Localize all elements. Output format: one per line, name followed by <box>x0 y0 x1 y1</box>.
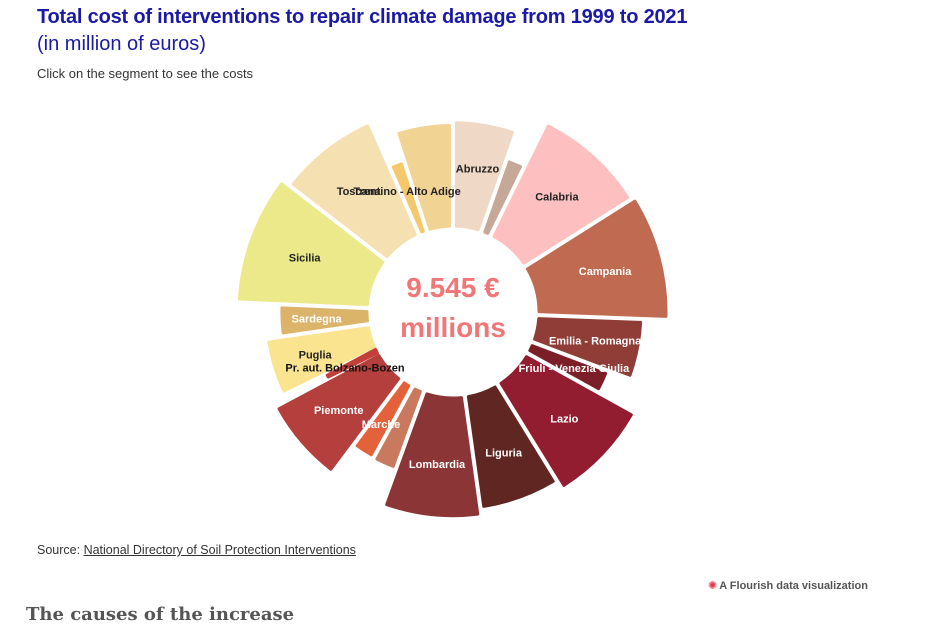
donut-slices <box>237 121 668 518</box>
slice-trentino-alto-adige[interactable] <box>391 162 425 234</box>
flourish-credit-text: A Flourish data visualization <box>719 580 868 592</box>
slice-abruzzo[interactable] <box>454 121 514 232</box>
label-trentino-alto-adige: Trentino - Alto Adige <box>353 186 460 198</box>
donut-chart: Abruzzo Calabria Campania Emilia - Romagna F… <box>237 121 668 518</box>
slice-marche[interactable] <box>355 381 411 457</box>
label-calabria: Calabria <box>535 191 579 203</box>
label-puglia: Puglia <box>299 350 333 362</box>
slice-lombardia[interactable] <box>385 392 480 518</box>
slice-liguria[interactable] <box>466 385 555 508</box>
label-friuli-venezia-giulia: Friuli - Venezia Giulia <box>519 363 631 375</box>
next-section-heading: The causes of the increase <box>26 604 295 625</box>
flourish-credit[interactable]: ✺ A Flourish data visualization <box>708 579 868 592</box>
center-value: 9.545 € <box>406 272 500 303</box>
label-toscana: Toscana <box>337 186 382 198</box>
slice-lazio[interactable] <box>499 355 633 487</box>
label-lazio: Lazio <box>550 413 578 425</box>
source-note: Source: National Directory of Soil Prote… <box>37 543 356 557</box>
slice-unlabeled-1[interactable] <box>483 160 523 235</box>
label-lombardia: Lombardia <box>409 459 466 471</box>
label-abruzzo: Abruzzo <box>456 163 500 175</box>
center-unit: millions <box>400 312 506 343</box>
slice-friuli-venezia-giulia[interactable] <box>528 344 608 391</box>
source-link[interactable]: National Directory of Soil Protection In… <box>83 543 356 557</box>
label-marche: Marche <box>362 419 401 431</box>
slice-sicilia[interactable] <box>237 182 385 307</box>
label-liguria: Liguria <box>485 448 523 460</box>
source-prefix: Source: <box>37 543 84 557</box>
chart-subtitle: (in million of euros) <box>37 33 206 55</box>
label-campania: Campania <box>579 266 632 278</box>
slice-campania[interactable] <box>526 199 668 318</box>
flourish-logo-icon: ✺ <box>708 580 718 592</box>
label-pr-aut-bolzano-bozen: Pr. aut. Bolzano-Bozen <box>285 362 404 374</box>
slice-puglia[interactable] <box>267 326 376 393</box>
slice-piemonte[interactable] <box>277 354 401 471</box>
label-emilia-romagna: Emilia - Romagna <box>549 336 642 348</box>
slice-emilia-romagna[interactable] <box>533 317 643 377</box>
slice-calabria[interactable] <box>492 124 630 265</box>
slice-toscana[interactable] <box>291 124 417 259</box>
chart-title: Total cost of interventions to repair cl… <box>37 6 688 28</box>
chart-instruction: Click on the segment to see the costs <box>37 66 254 81</box>
label-sardegna: Sardegna <box>292 314 343 326</box>
slice-sardegna[interactable] <box>280 306 369 335</box>
label-piemonte: Piemonte <box>314 405 364 417</box>
slice-pr-aut-bolzano-bozen[interactable] <box>325 347 379 379</box>
slice-unlabeled-9[interactable] <box>375 387 422 468</box>
label-sicilia: Sicilia <box>289 253 322 265</box>
donut-labels: Abruzzo Calabria Campania Emilia - Romagna F… <box>285 163 642 471</box>
slice-unlabeled-18[interactable] <box>397 123 452 231</box>
